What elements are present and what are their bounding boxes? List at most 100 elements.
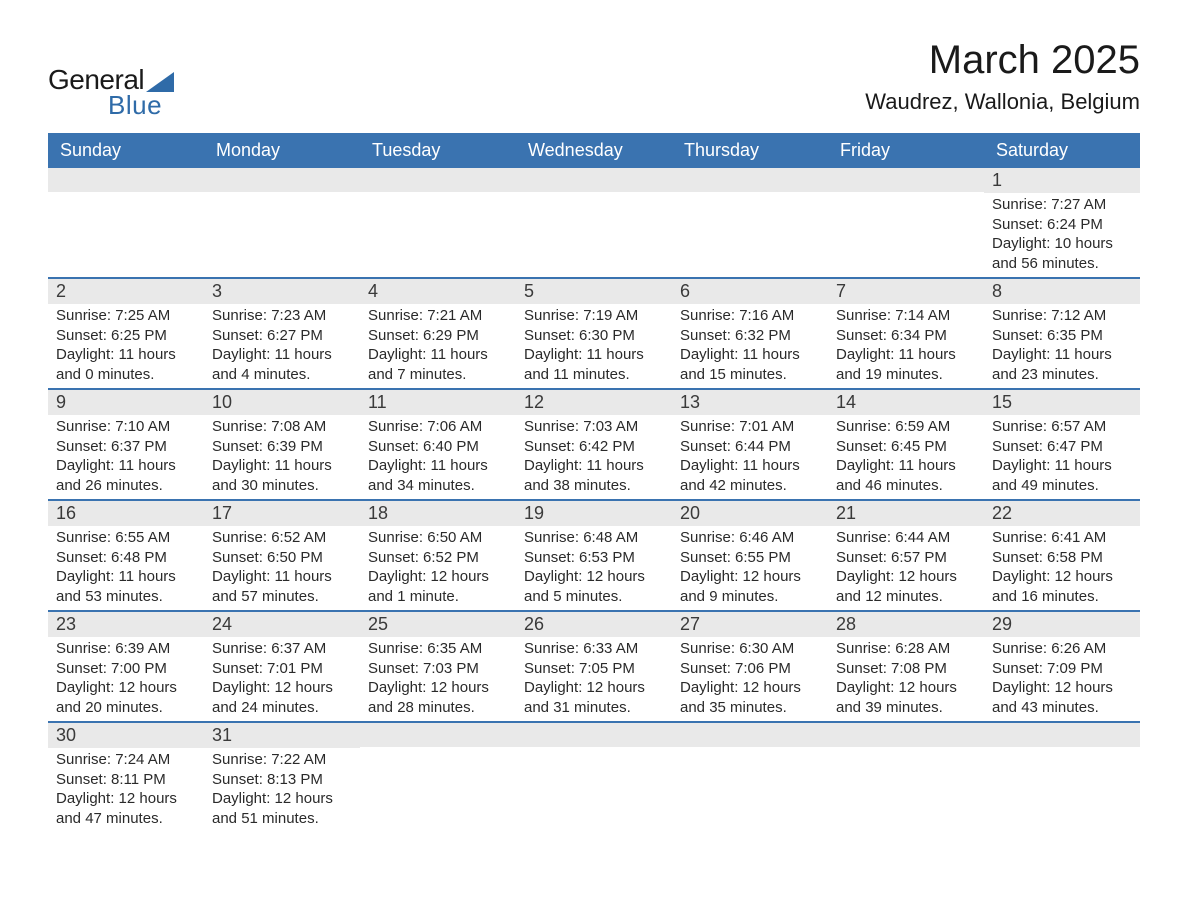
sunrise-line: Sunrise: 6:28 AM — [836, 639, 976, 659]
month-title: March 2025 — [865, 38, 1140, 83]
sunset-line: Sunset: 6:35 PM — [992, 326, 1132, 346]
day-details: Sunrise: 7:10 AMSunset: 6:37 PMDaylight:… — [48, 415, 204, 499]
daylight-line-2: and 26 minutes. — [56, 476, 196, 496]
sunrise-line: Sunrise: 6:48 AM — [524, 528, 664, 548]
sunrise-line: Sunrise: 6:41 AM — [992, 528, 1132, 548]
day-number: 16 — [48, 501, 204, 526]
calendar-cell: 21Sunrise: 6:44 AMSunset: 6:57 PMDayligh… — [828, 501, 984, 610]
daylight-line-1: Daylight: 11 hours — [368, 345, 508, 365]
calendar-week: 30Sunrise: 7:24 AMSunset: 8:11 PMDayligh… — [48, 723, 1140, 832]
day-details: Sunrise: 6:28 AMSunset: 7:08 PMDaylight:… — [828, 637, 984, 721]
sunset-line: Sunset: 6:29 PM — [368, 326, 508, 346]
day-details: Sunrise: 7:08 AMSunset: 6:39 PMDaylight:… — [204, 415, 360, 499]
day-details: Sunrise: 6:39 AMSunset: 7:00 PMDaylight:… — [48, 637, 204, 721]
day-number: 17 — [204, 501, 360, 526]
day-details: Sunrise: 6:55 AMSunset: 6:48 PMDaylight:… — [48, 526, 204, 610]
calendar-header-row: SundayMondayTuesdayWednesdayThursdayFrid… — [48, 133, 1140, 168]
daylight-line-1: Daylight: 11 hours — [836, 345, 976, 365]
calendar-cell-blank — [516, 723, 672, 832]
sunrise-line: Sunrise: 6:37 AM — [212, 639, 352, 659]
calendar-header-cell: Friday — [828, 133, 984, 168]
calendar-cell: 17Sunrise: 6:52 AMSunset: 6:50 PMDayligh… — [204, 501, 360, 610]
daylight-line-2: and 0 minutes. — [56, 365, 196, 385]
daylight-line-2: and 39 minutes. — [836, 698, 976, 718]
day-number: 10 — [204, 390, 360, 415]
day-number: 6 — [672, 279, 828, 304]
day-details: Sunrise: 7:12 AMSunset: 6:35 PMDaylight:… — [984, 304, 1140, 388]
day-number: 11 — [360, 390, 516, 415]
calendar-cell: 16Sunrise: 6:55 AMSunset: 6:48 PMDayligh… — [48, 501, 204, 610]
sunrise-line: Sunrise: 6:44 AM — [836, 528, 976, 548]
day-number: 7 — [828, 279, 984, 304]
sunrise-line: Sunrise: 7:24 AM — [56, 750, 196, 770]
day-details: Sunrise: 6:35 AMSunset: 7:03 PMDaylight:… — [360, 637, 516, 721]
day-details: Sunrise: 7:03 AMSunset: 6:42 PMDaylight:… — [516, 415, 672, 499]
day-number: 26 — [516, 612, 672, 637]
daylight-line-2: and 47 minutes. — [56, 809, 196, 829]
day-details: Sunrise: 7:23 AMSunset: 6:27 PMDaylight:… — [204, 304, 360, 388]
day-number: 28 — [828, 612, 984, 637]
day-number: 1 — [984, 168, 1140, 193]
calendar-cell: 3Sunrise: 7:23 AMSunset: 6:27 PMDaylight… — [204, 279, 360, 388]
calendar-cell-blank — [828, 723, 984, 832]
day-details: Sunrise: 7:06 AMSunset: 6:40 PMDaylight:… — [360, 415, 516, 499]
sunrise-line: Sunrise: 7:16 AM — [680, 306, 820, 326]
calendar-cell: 18Sunrise: 6:50 AMSunset: 6:52 PMDayligh… — [360, 501, 516, 610]
sunset-line: Sunset: 6:53 PM — [524, 548, 664, 568]
day-details: Sunrise: 7:19 AMSunset: 6:30 PMDaylight:… — [516, 304, 672, 388]
sunrise-line: Sunrise: 6:57 AM — [992, 417, 1132, 437]
daylight-line-1: Daylight: 12 hours — [212, 789, 352, 809]
day-number — [516, 723, 672, 747]
daylight-line-1: Daylight: 11 hours — [680, 345, 820, 365]
daylight-line-2: and 15 minutes. — [680, 365, 820, 385]
daylight-line-2: and 43 minutes. — [992, 698, 1132, 718]
sunset-line: Sunset: 6:57 PM — [836, 548, 976, 568]
daylight-line-2: and 24 minutes. — [212, 698, 352, 718]
day-number: 19 — [516, 501, 672, 526]
calendar-header-cell: Tuesday — [360, 133, 516, 168]
calendar-cell: 13Sunrise: 7:01 AMSunset: 6:44 PMDayligh… — [672, 390, 828, 499]
day-details: Sunrise: 7:22 AMSunset: 8:13 PMDaylight:… — [204, 748, 360, 832]
day-number: 13 — [672, 390, 828, 415]
daylight-line-1: Daylight: 11 hours — [524, 345, 664, 365]
logo: General Blue — [48, 64, 174, 121]
calendar-cell: 11Sunrise: 7:06 AMSunset: 6:40 PMDayligh… — [360, 390, 516, 499]
calendar: SundayMondayTuesdayWednesdayThursdayFrid… — [48, 133, 1140, 832]
day-details: Sunrise: 7:24 AMSunset: 8:11 PMDaylight:… — [48, 748, 204, 832]
calendar-cell: 23Sunrise: 6:39 AMSunset: 7:00 PMDayligh… — [48, 612, 204, 721]
calendar-cell-blank — [672, 168, 828, 277]
sunrise-line: Sunrise: 7:21 AM — [368, 306, 508, 326]
sunset-line: Sunset: 6:42 PM — [524, 437, 664, 457]
calendar-cell: 12Sunrise: 7:03 AMSunset: 6:42 PMDayligh… — [516, 390, 672, 499]
day-number — [828, 723, 984, 747]
day-number — [204, 168, 360, 192]
daylight-line-2: and 11 minutes. — [524, 365, 664, 385]
sunrise-line: Sunrise: 6:35 AM — [368, 639, 508, 659]
sunrise-line: Sunrise: 7:27 AM — [992, 195, 1132, 215]
daylight-line-1: Daylight: 12 hours — [680, 567, 820, 587]
sunset-line: Sunset: 7:01 PM — [212, 659, 352, 679]
sunrise-line: Sunrise: 7:25 AM — [56, 306, 196, 326]
sunset-line: Sunset: 6:58 PM — [992, 548, 1132, 568]
day-number: 23 — [48, 612, 204, 637]
calendar-cell: 6Sunrise: 7:16 AMSunset: 6:32 PMDaylight… — [672, 279, 828, 388]
day-number: 9 — [48, 390, 204, 415]
document-header: General Blue March 2025 Waudrez, Walloni… — [48, 38, 1140, 121]
calendar-cell: 1Sunrise: 7:27 AMSunset: 6:24 PMDaylight… — [984, 168, 1140, 277]
sunset-line: Sunset: 6:37 PM — [56, 437, 196, 457]
sunrise-line: Sunrise: 6:33 AM — [524, 639, 664, 659]
sunrise-line: Sunrise: 6:39 AM — [56, 639, 196, 659]
daylight-line-2: and 35 minutes. — [680, 698, 820, 718]
day-details: Sunrise: 7:16 AMSunset: 6:32 PMDaylight:… — [672, 304, 828, 388]
daylight-line-1: Daylight: 11 hours — [524, 456, 664, 476]
daylight-line-2: and 9 minutes. — [680, 587, 820, 607]
calendar-cell: 14Sunrise: 6:59 AMSunset: 6:45 PMDayligh… — [828, 390, 984, 499]
day-number: 12 — [516, 390, 672, 415]
sunset-line: Sunset: 6:24 PM — [992, 215, 1132, 235]
daylight-line-1: Daylight: 11 hours — [212, 456, 352, 476]
daylight-line-2: and 57 minutes. — [212, 587, 352, 607]
calendar-cell: 24Sunrise: 6:37 AMSunset: 7:01 PMDayligh… — [204, 612, 360, 721]
daylight-line-2: and 16 minutes. — [992, 587, 1132, 607]
logo-text-blue: Blue — [108, 90, 162, 121]
sunset-line: Sunset: 6:48 PM — [56, 548, 196, 568]
